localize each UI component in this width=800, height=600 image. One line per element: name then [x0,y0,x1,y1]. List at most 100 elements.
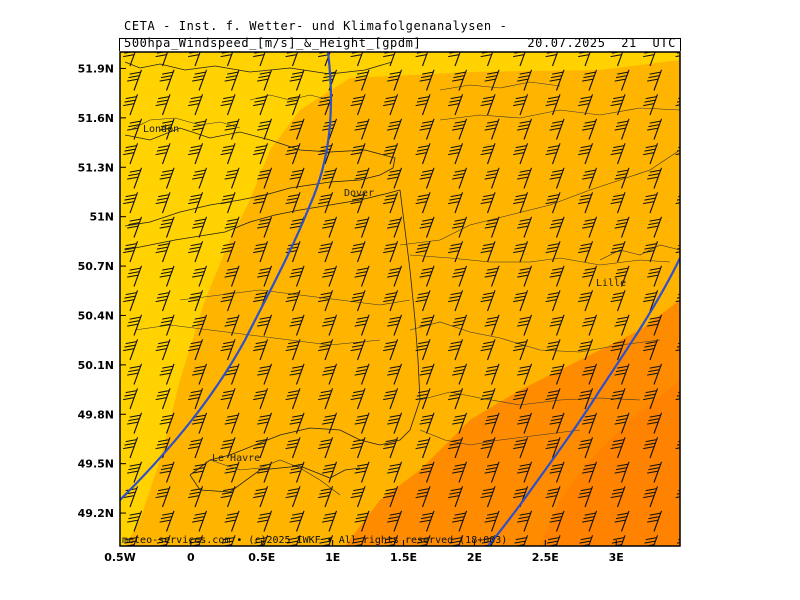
wind-barb [545,437,561,459]
wind-barb [127,510,143,532]
wind-barb [159,167,175,189]
wind-barb [549,461,565,483]
wind-barb [322,167,338,189]
wind-barb [155,290,171,312]
wind-barb [350,94,366,116]
wind-barb [647,510,663,532]
wind-barb [159,265,175,287]
wind-barb [513,143,529,165]
wind-barb [383,241,399,263]
wind-barb [679,472,680,474]
wind-barb [155,339,171,361]
wind-barb [257,265,273,287]
wind-barb [675,244,680,254]
wind-barb [387,118,403,140]
wind-barb [452,118,468,140]
wind-barb [253,143,269,165]
wind-barb [513,437,529,459]
wind-barb [224,461,240,483]
wind-barb [350,241,366,263]
wind-barb [159,363,175,385]
wind-barb [578,290,594,312]
wind-barb [679,80,680,82]
wind-barb [322,461,338,483]
x-tick-label: 1.5E [390,551,417,564]
wind-barb [387,412,403,434]
wind-barb [224,314,240,336]
wind-barb [549,118,565,140]
wind-barb [545,290,561,312]
wind-barb [614,363,630,385]
wind-barb [383,339,399,361]
wind-barb [549,314,565,336]
wind-barb [582,461,598,483]
wind-barb [220,94,236,116]
y-tick-label: 50.7N [78,260,114,273]
wind-barb [578,241,594,263]
x-tick-label: 0 [187,551,195,564]
wind-barb [582,69,598,91]
wind-barb [452,69,468,91]
wind-barb [517,216,533,238]
wind-barb [480,486,496,508]
wind-barb [354,118,370,140]
wind-barb [643,290,659,312]
wind-barb [419,118,435,140]
wind-barb [289,118,305,140]
wind-barb [160,560,174,581]
wind-barb [513,94,529,116]
wind-barb [480,290,496,312]
y-tick-label: 51.9N [78,62,114,75]
place-le-havre: Le Havre [212,453,260,464]
wind-barb [257,412,273,434]
wind-barb [224,363,240,385]
y-tick-label: 51.6N [78,112,114,125]
wind-barb [647,216,663,238]
wind-barb [192,265,208,287]
wind-barb [614,510,630,532]
wind-barb [318,192,334,214]
wind-barb [285,143,301,165]
wind-barb [578,437,594,459]
height-contour-1 [120,52,333,501]
wind-barb [387,265,403,287]
y-tick-label: 49.2N [78,507,114,520]
wind-barb [192,167,208,189]
wind-barb [647,363,663,385]
wind-barb [253,486,269,508]
wind-barb [578,339,594,361]
wind-barb [643,192,659,214]
wind-barb [322,412,338,434]
x-tick-label: 2.5E [532,551,559,564]
wind-barb [448,290,464,312]
wind-barb [354,510,370,532]
wind-barb [289,265,305,287]
wind-barb [484,461,500,483]
wind-barb [578,192,594,214]
wind-barb [647,560,661,581]
wind-barb [679,325,680,327]
wind-barb [679,521,680,523]
wind-barb [517,265,533,287]
wind-barb [419,265,435,287]
wind-barb [452,363,468,385]
wind-barb [452,167,468,189]
wind-barb [387,167,403,189]
wind-barb [452,314,468,336]
wind-barb [253,339,269,361]
wind-barb [285,437,301,459]
wind-barb [485,560,499,581]
wind-barb [224,412,240,434]
wind-barb [578,486,594,508]
wind-barb [354,265,370,287]
wind-barb [643,486,659,508]
wind-barb [680,560,694,581]
wind-barb [127,167,143,189]
wind-barb [155,143,171,165]
wind-barb [354,216,370,238]
wind-barb [578,94,594,116]
wind-barb [545,143,561,165]
wind-barb [383,486,399,508]
wind-barb [513,192,529,214]
wind-barb [383,192,399,214]
